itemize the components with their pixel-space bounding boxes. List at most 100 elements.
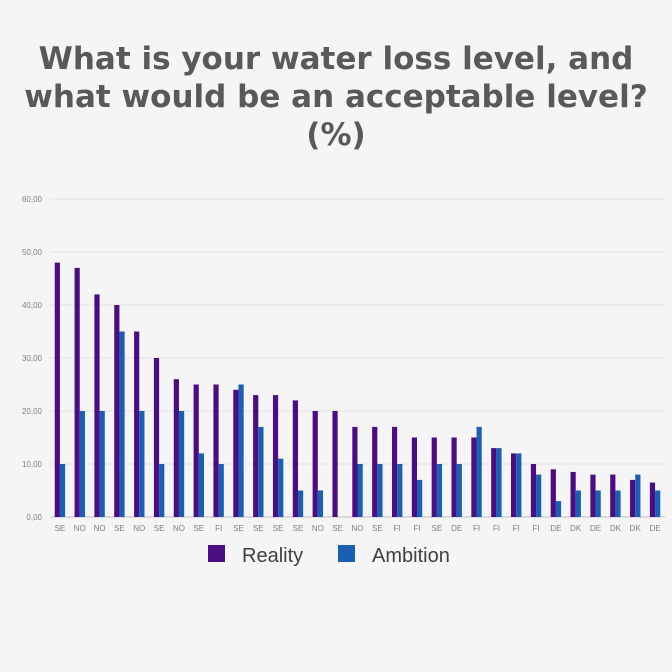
x-tick-label: NO — [312, 524, 324, 533]
bar-reality — [411, 437, 418, 517]
bar-reality — [391, 426, 398, 517]
bar-ambition — [417, 479, 423, 517]
legend: Reality Ambition — [208, 545, 450, 567]
bar-reality — [94, 294, 100, 517]
bar-reality — [590, 474, 596, 517]
bar-ambition — [119, 331, 125, 517]
x-tick-label: SE — [253, 524, 264, 533]
bar-reality — [312, 411, 318, 517]
x-tick-label: SE — [154, 524, 165, 533]
y-tick-label: 10,00 — [22, 460, 43, 469]
x-tick-label: FI — [493, 524, 500, 533]
y-tick-label: 60,00 — [22, 195, 43, 204]
bar-ambition — [496, 448, 502, 517]
bar-ambition — [278, 458, 284, 517]
bar-reality — [511, 453, 517, 517]
bar-ambition — [357, 464, 363, 517]
bar-reality — [54, 262, 60, 517]
bar-ambition — [198, 453, 204, 517]
x-tick-label: DK — [630, 524, 642, 533]
bar-ambition — [575, 490, 581, 517]
bar-reality — [431, 437, 437, 517]
bar-reality — [649, 482, 656, 517]
chart-title-line-1: What is your water loss level, and — [38, 41, 634, 77]
bar-ambition — [436, 464, 443, 517]
bar-reality — [173, 379, 179, 517]
bar-reality — [610, 474, 616, 517]
x-tick-label: SE — [114, 524, 125, 533]
x-tick-label: DK — [570, 524, 582, 533]
bar-ambition — [615, 490, 621, 517]
bar-reality — [213, 384, 219, 517]
bar-reality — [530, 464, 537, 517]
chart-title: What is your water loss level, and what … — [0, 40, 672, 154]
bar-reality — [253, 395, 259, 517]
bar-reality — [352, 426, 358, 517]
bar-ambition — [655, 490, 661, 517]
y-tick-label: 30,00 — [22, 354, 43, 363]
x-tick-label: NO — [74, 524, 86, 533]
x-tick-label: DE — [590, 524, 601, 533]
bar-reality — [630, 479, 636, 517]
x-tick-label: FI — [473, 524, 480, 533]
bar-reality — [570, 471, 576, 517]
bar-ambition — [218, 464, 224, 517]
bar-ambition — [595, 490, 601, 517]
x-tick-label: DE — [650, 524, 661, 533]
bar-ambition — [555, 501, 562, 517]
x-tick-label: FI — [394, 524, 401, 533]
bar-ambition — [59, 464, 66, 517]
bar-reality — [153, 358, 160, 517]
bar-ambition — [297, 490, 304, 517]
bar-ambition — [99, 411, 105, 517]
x-tick-label: SE — [233, 524, 244, 533]
x-tick-label: SE — [293, 524, 304, 533]
chart-title-line-2: what would be an acceptable level? — [24, 79, 648, 115]
x-tick-label: SE — [372, 524, 383, 533]
x-tick-label: FI — [215, 524, 222, 533]
x-tick-label: SE — [432, 524, 443, 533]
x-tick-label: NO — [94, 524, 106, 533]
bar-ambition — [377, 464, 383, 517]
bar-ambition — [139, 411, 145, 517]
x-tick-label: NO — [352, 524, 364, 533]
x-tick-label: SE — [332, 524, 343, 533]
bar-reality — [471, 437, 477, 517]
bar-reality — [372, 426, 378, 517]
x-tick-label: DE — [451, 524, 462, 533]
bar-reality — [114, 305, 120, 517]
bar-reality — [292, 400, 298, 517]
bar-ambition — [456, 464, 462, 517]
bar-ambition — [476, 426, 482, 517]
x-tick-label: NO — [133, 524, 145, 533]
bar-reality — [193, 384, 199, 517]
bar-ambition — [258, 426, 264, 517]
x-tick-label: FI — [513, 524, 520, 533]
bar-reality — [491, 448, 497, 517]
legend-swatch — [338, 545, 355, 562]
x-axis-ticks: SE NO NO SE NO SE NO SE FI SE SE SE SE NO SE NO SE FI FI SE… — [55, 524, 661, 533]
y-tick-label: 20,00 — [22, 407, 43, 416]
legend-label: Ambition — [372, 545, 450, 567]
bar-reality — [272, 395, 279, 517]
x-tick-label: FI — [413, 524, 420, 533]
x-tick-label: FI — [532, 524, 539, 533]
bar-ambition — [635, 474, 641, 517]
bar-reality — [134, 331, 140, 517]
bar-ambition — [159, 464, 165, 517]
x-tick-label: NO — [173, 524, 185, 533]
bar-ambition — [317, 490, 324, 517]
legend-label: Reality — [242, 545, 303, 567]
x-tick-label: DK — [610, 524, 622, 533]
bar-ambition — [238, 384, 244, 517]
y-tick-label: 50,00 — [22, 248, 43, 257]
gridlines — [50, 198, 665, 518]
bar-reality — [550, 469, 556, 517]
bar-reality — [332, 411, 338, 517]
x-tick-label: DE — [550, 524, 561, 533]
y-tick-label: 0,00 — [26, 513, 42, 522]
legend-swatch — [208, 545, 225, 562]
x-tick-label: SE — [193, 524, 204, 533]
x-tick-label: SE — [55, 524, 66, 533]
